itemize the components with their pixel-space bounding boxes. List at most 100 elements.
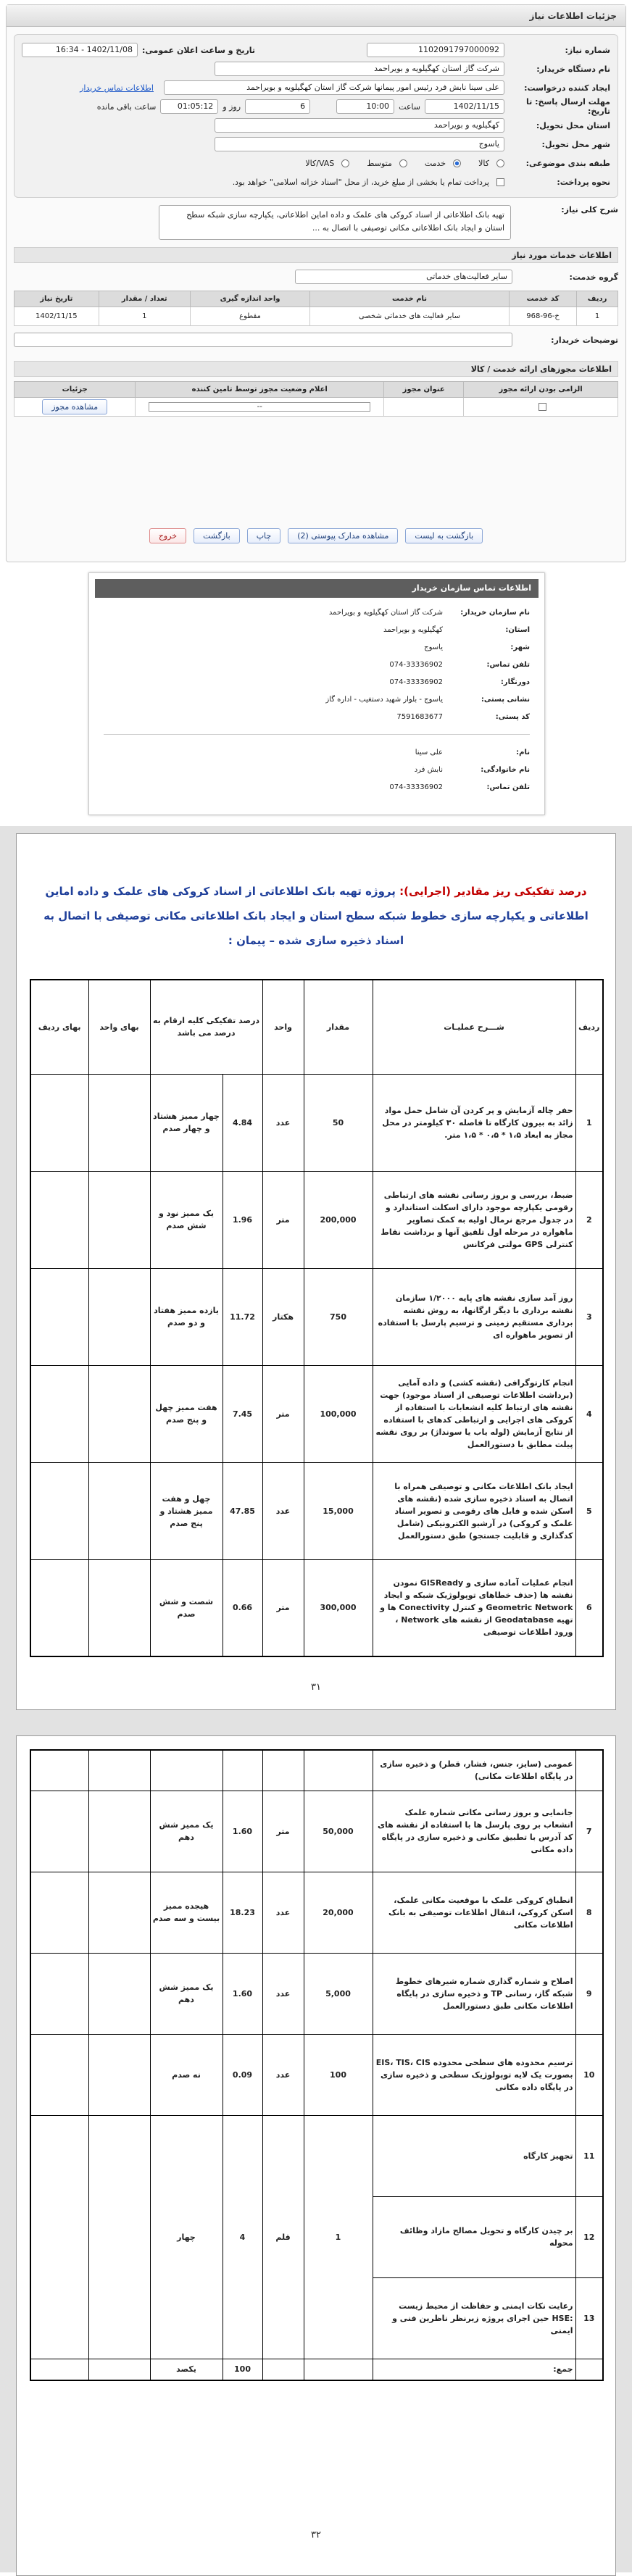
cell: 9 <box>575 1952 604 2035</box>
field-value: یاسوج - بلوار شهید دستغیب - اداره گاز <box>325 695 443 704</box>
cell: انجام عملیات آماده سازی و GISReady نمودن… <box>372 1559 576 1657</box>
contact-field: نام سازمان خریدار: شرکت گاز استان کهگیلوی… <box>89 604 544 621</box>
box: یاسوج <box>215 137 504 151</box>
cell: چهل و هفت ممیز هشتاد و پنج صدم <box>149 1462 223 1560</box>
document-row: 4 انجام کارتوگرافی (نقشه کشی) و داده آمای… <box>30 1364 604 1463</box>
cell: -- <box>135 397 385 417</box>
buyer-contact-link[interactable]: اطلاعات تماس خریدار <box>80 83 154 93</box>
span: ساعت باقی مانده <box>96 101 157 112</box>
radio[interactable] <box>399 159 407 167</box>
row: گروه خدمت: سایر فعالیت‌های خدماتی <box>14 267 618 286</box>
cell: 100 <box>303 2033 373 2116</box>
cell: متر <box>262 1364 304 1463</box>
cell: 1402/11/15 <box>14 307 99 326</box>
cell: انطباق کروکی علمک با موقعیت مکانی علمک، … <box>372 1871 576 1954</box>
button[interactable]: چاپ <box>246 528 281 543</box>
form-box: شماره نیاز: 1102091797000092 تاریخ و ساعت … <box>14 34 618 198</box>
cell: متر <box>262 1559 304 1657</box>
cell: هکتار <box>262 1267 304 1366</box>
button[interactable]: بازگشت <box>194 528 240 543</box>
radio[interactable] <box>453 159 462 167</box>
cell: یک ممیز نود و شش صدم <box>149 1170 223 1269</box>
button-row: بازگشت به لیست مشاهده مدارک پیوستی (2) چاپ… <box>7 528 625 543</box>
cell: 4 <box>222 2114 263 2359</box>
document-row: 9 اصلاح و شماره گذاری شماره شیرهای خطوط ش… <box>30 1952 604 2035</box>
sect: اطلاعات خدمات مورد نیاز <box>14 247 618 263</box>
cell: 1 <box>98 307 191 326</box>
button[interactable]: مشاهده مجوز <box>42 399 108 414</box>
cell <box>30 1871 89 1954</box>
total-label: جمع: <box>372 2358 576 2381</box>
column-header: تعداد / مقدار <box>98 291 191 307</box>
cell: چهار ممیز هشتاد و چهار صدم <box>149 1073 223 1172</box>
cell: ضبط، بررسی و بروز رسانی نقشه های ارتباطی… <box>372 1170 576 1269</box>
field-label: نام سازمان خریدار: <box>460 608 530 617</box>
contact-field: شهر: یاسوج <box>89 638 544 656</box>
cell: نه صدم <box>149 2033 223 2116</box>
cell: 0.66 <box>222 1559 263 1657</box>
box: 6 <box>245 99 311 114</box>
lbl: نحوه پرداخت: <box>557 177 610 187</box>
lbl: استان محل تحویل: <box>536 120 610 130</box>
panel-title: جزئیات اطلاعات نیاز <box>529 11 617 21</box>
cell: 2 <box>575 1170 604 1269</box>
services-table: ردیف کد خدمت نام خدمت واحد اندازه گیری تعداد… <box>14 291 618 326</box>
cell: 47.85 <box>222 1462 263 1560</box>
cell: رعایت نکات ایمنی و حفاظت از محیط زیست :H… <box>372 2277 576 2359</box>
cell: عدد <box>262 1871 304 1954</box>
cell <box>575 2358 604 2381</box>
radio[interactable] <box>496 159 504 167</box>
column-header: مقدار <box>303 979 373 1075</box>
lbl: نام دستگاه خریدار: <box>536 64 610 74</box>
checkbox[interactable] <box>496 178 504 186</box>
cell <box>383 397 465 417</box>
pno: ۳۲ <box>311 2530 321 2540</box>
column-header: جزئیات <box>13 381 136 398</box>
cell <box>88 1073 151 1172</box>
field-value: علی سینا <box>415 748 443 756</box>
select[interactable]: -- <box>149 402 371 412</box>
contact-card: اطلاعات تماس سازمان خریدار نام سازمان خر… <box>88 572 545 815</box>
document-row: عمومی (سایز، جنس، فشار، قطر) و ذخیره ساز… <box>30 1749 604 1791</box>
cell: عمومی (سایز، جنس، فشار، قطر) و ذخیره ساز… <box>372 1749 576 1791</box>
document-row: 13 رعایت نکات ایمنی و حفاظت از محیط زیست … <box>30 2277 604 2359</box>
field-value: 074-33336902 <box>389 660 443 669</box>
button[interactable]: مشاهده مدارک پیوستی (2) <box>288 528 399 543</box>
header-row: ردیف شـــرح عملیـات مقدار واحد درصد تفکیکی ک… <box>30 979 604 1075</box>
separator <box>104 734 530 735</box>
radio[interactable] <box>341 159 350 167</box>
cell: متر <box>262 1170 304 1269</box>
panel-header: جزئیات اطلاعات نیاز <box>7 5 625 27</box>
box: کهگیلویه و بویراحمد <box>215 118 504 133</box>
column-header: ردیف <box>575 979 604 1075</box>
sect: اطلاعات مجوزهای ارائه خدمت / کالا <box>14 361 618 377</box>
cell: 4.84 <box>222 1073 263 1172</box>
document-table: عمومی (سایز، جنس، فشار، قطر) و ذخیره ساز… <box>30 1749 604 2381</box>
cell: قلم <box>262 2114 304 2359</box>
row: نحوه پرداخت: پرداخت تمام یا بخشی از مبلغ … <box>22 172 610 191</box>
row: ایجاد کننده درخواست: علی سینا نابش فرد رئ… <box>22 78 610 97</box>
box: 01:05:12 <box>160 99 219 114</box>
cell: 11.72 <box>222 1267 263 1366</box>
cell <box>30 2033 89 2116</box>
cell: عدد <box>262 2033 304 2116</box>
document-row: 11 تجهیز کارگاه 1 قلم 4 چهار <box>30 2114 604 2359</box>
cell <box>88 1952 151 2035</box>
button[interactable]: بازگشت به لیست <box>405 528 483 543</box>
lbl: شرح کلی نیاز: <box>561 205 618 214</box>
column-header: کد خدمت <box>508 291 578 307</box>
span: پروژه تهیه بانک اطلاعاتی از اسناد کروکی … <box>43 885 589 947</box>
document-row: 3 روز آمد سازی نقشه های پایه ۱/۲۰۰۰ سازما… <box>30 1267 604 1366</box>
cell <box>30 1170 89 1269</box>
field-value: 7591683677 <box>396 712 443 721</box>
cell: هفت ممیز چهل و پنج صدم <box>149 1364 223 1463</box>
row: طبقه بندی موضوعی: کالا خدمت متوسط VAS/کالا <box>22 154 610 172</box>
cell: ایجاد بانک اطلاعات مکانی و توصیفی همراه … <box>372 1462 576 1560</box>
span: ساعت <box>399 101 420 112</box>
cell: 20,000 <box>303 1871 373 1954</box>
row: مهلت ارسال پاسخ: تا تاریخ: 1402/11/15 ساعت… <box>22 97 610 116</box>
cell: 3 <box>575 1267 604 1366</box>
button[interactable]: خروج <box>149 528 187 543</box>
cell: جانمایی و بروز رسانی مکانی شماره علمک ان… <box>372 1790 576 1872</box>
cell: 300,000 <box>303 1559 373 1657</box>
